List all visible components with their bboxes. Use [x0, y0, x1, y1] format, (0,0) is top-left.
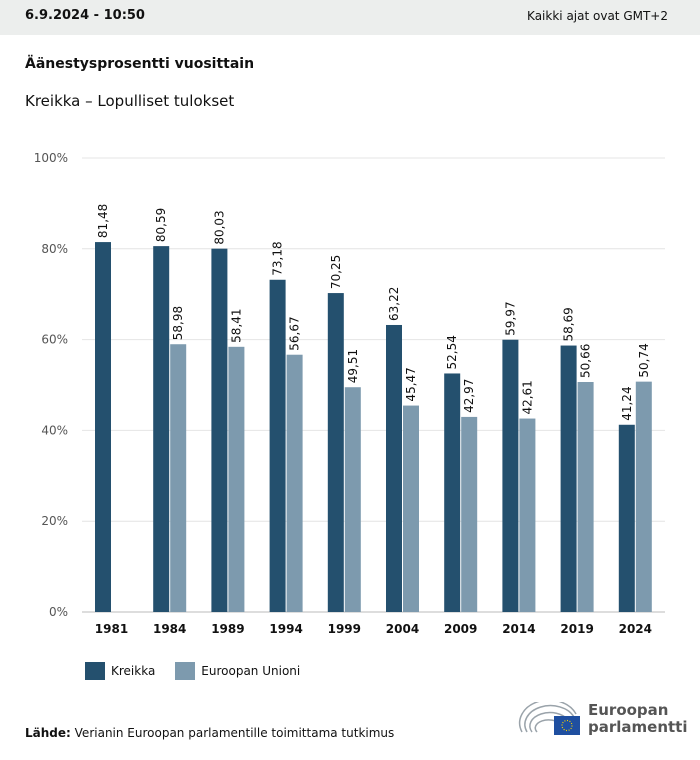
- bar-kreikka: [560, 345, 577, 612]
- data-label: 58,69: [562, 307, 576, 341]
- bar-eu: [403, 405, 419, 612]
- data-label: 80,59: [154, 208, 168, 242]
- data-label: 56,67: [288, 316, 302, 350]
- y-tick-label: 80%: [41, 242, 68, 256]
- legend-swatch: [175, 662, 196, 680]
- bar-kreikka: [95, 242, 111, 612]
- data-label: 49,51: [346, 349, 360, 383]
- bar-kreikka: [327, 293, 344, 612]
- bar-eu: [519, 418, 536, 612]
- data-label: 42,61: [520, 380, 534, 414]
- bar-eu: [170, 344, 187, 612]
- bar-kreikka: [211, 248, 228, 612]
- bar-eu: [577, 382, 594, 612]
- y-tick-label: 60%: [41, 333, 68, 347]
- source-note: Lähde: Verianin Euroopan parlamentille t…: [25, 726, 394, 740]
- y-tick-label: 40%: [41, 423, 68, 437]
- bar-eu: [228, 346, 245, 612]
- legend: Kreikka Euroopan Unioni: [85, 662, 300, 680]
- data-label: 59,97: [503, 301, 517, 335]
- data-label: 70,25: [329, 255, 343, 289]
- bar-kreikka: [618, 424, 635, 612]
- x-tick-label: 1994: [269, 622, 302, 636]
- ep-logo: Euroopan parlamentti: [518, 702, 688, 736]
- bar-chart: 0% 20% 40% 60% 80% 100% 1981 81,48 1984 80,59 58,9…: [34, 151, 665, 636]
- y-tick-label: 20%: [41, 514, 68, 528]
- x-tick-label: 1984: [153, 622, 186, 636]
- source-label: Lähde:: [25, 726, 71, 740]
- data-label: 58,41: [229, 308, 243, 342]
- data-label: 42,97: [462, 379, 476, 413]
- bar-kreikka: [269, 279, 286, 612]
- legend-item-eu: Euroopan Unioni: [175, 662, 300, 680]
- y-tick-label: 100%: [34, 151, 68, 165]
- bar-eu: [635, 381, 652, 612]
- data-label: 58,98: [171, 306, 185, 340]
- data-label: 80,03: [212, 210, 226, 244]
- bar-kreikka: [153, 246, 170, 612]
- parliament-hemicycle-icon: [518, 702, 580, 735]
- x-tick-label: 2014: [502, 622, 535, 636]
- logo-text-line2: parlamentti: [588, 718, 688, 736]
- legend-swatch: [85, 662, 105, 680]
- data-label: 52,54: [445, 335, 459, 369]
- bar-kreikka: [386, 324, 402, 612]
- y-tick-label: 0%: [49, 605, 68, 619]
- data-label: 50,66: [579, 344, 593, 378]
- legend-label: Kreikka: [111, 664, 156, 678]
- bar-kreikka: [502, 339, 519, 612]
- x-tick-label: 2004: [386, 622, 419, 636]
- bar-eu: [344, 387, 361, 612]
- legend-item-kreikka: Kreikka: [85, 662, 155, 680]
- x-tick-label: 2019: [560, 622, 593, 636]
- bar-eu: [286, 354, 303, 612]
- data-label: 50,74: [637, 343, 651, 377]
- data-label: 63,22: [387, 287, 401, 321]
- chart-title: Äänestysprosentti vuosittain: [25, 56, 255, 72]
- x-tick-label: 2009: [444, 622, 477, 636]
- timezone-note: Kaikki ajat ovat GMT+2: [527, 9, 668, 23]
- logo-text-line1: Euroopan: [588, 701, 669, 719]
- x-tick-label: 1981: [95, 622, 128, 636]
- data-label: 41,24: [620, 386, 634, 420]
- bar-eu: [461, 416, 478, 612]
- data-label: 81,48: [96, 204, 110, 238]
- top-bar: 6.9.2024 - 10:50 Kaikki ajat ovat GMT+2: [0, 0, 700, 35]
- date-time: 6.9.2024 - 10:50: [25, 8, 145, 23]
- data-label: 73,18: [271, 241, 285, 275]
- bar-kreikka: [444, 373, 461, 612]
- data-label: 45,47: [404, 367, 418, 401]
- chart-subtitle: Kreikka – Lopulliset tulokset: [25, 92, 235, 110]
- x-tick-label: 1999: [328, 622, 361, 636]
- legend-label: Euroopan Unioni: [201, 664, 301, 678]
- source-text: Verianin Euroopan parlamentille toimitta…: [74, 726, 395, 740]
- x-tick-label: 2024: [619, 622, 652, 636]
- x-tick-label: 1989: [211, 622, 244, 636]
